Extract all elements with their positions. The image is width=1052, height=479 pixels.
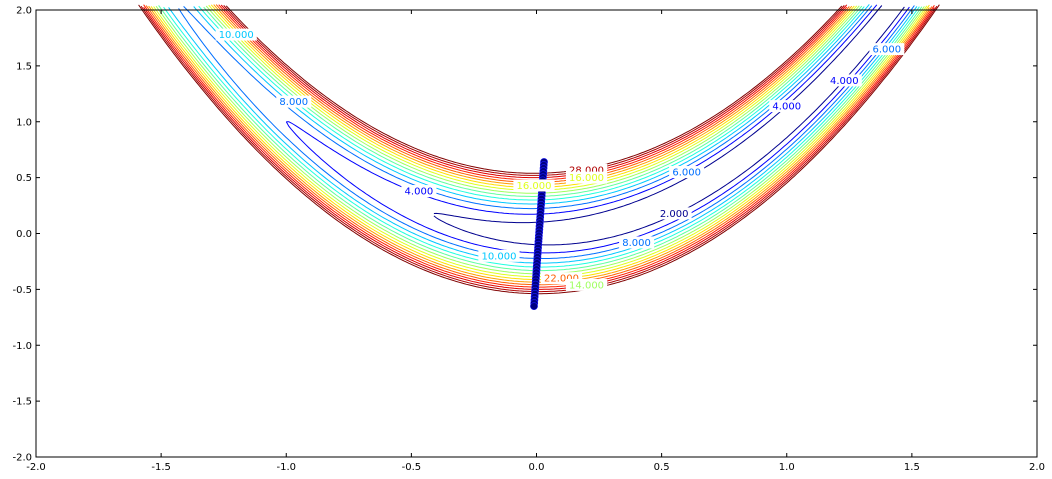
contour-level-26-upper (220, 4, 848, 179)
contour-level-30-upper (225, 5, 843, 174)
contour-label: 8.000 (279, 97, 308, 108)
contour-level-12-upper (203, 5, 863, 197)
contour-label-background (276, 95, 312, 108)
y-tick-label: 0.0 (16, 229, 32, 240)
x-tick-label: -0.5 (402, 462, 422, 473)
contour-level-14-lower (155, 5, 925, 275)
contour-label: 6.000 (672, 168, 701, 179)
contour-label-background (565, 171, 608, 184)
contour-level-14-upper (205, 5, 860, 194)
x-tick-label: 2.0 (1029, 462, 1045, 473)
y-tick-label: 1.0 (16, 117, 32, 128)
contour-label: 4.000 (830, 76, 859, 87)
contour-label: 14.000 (569, 280, 604, 291)
x-tick-label: 0.5 (654, 462, 670, 473)
contour-level-8-upper (193, 4, 870, 205)
contour-label-background (769, 100, 805, 113)
contour-label-background (826, 74, 862, 87)
contour-label-background (656, 207, 692, 220)
contour-level-10-upper (198, 5, 865, 201)
contour-label: 2.000 (660, 209, 689, 220)
x-tick-label: 1.5 (904, 462, 920, 473)
contour-label-background (869, 43, 905, 56)
contour-level-6-upper (183, 5, 873, 210)
contour-label: 4.000 (405, 187, 434, 198)
contour-level-28-lower (140, 5, 938, 293)
contour-label-background (513, 179, 555, 192)
contour-level-8-lower (168, 6, 918, 264)
contour-label: 10.000 (219, 30, 254, 41)
contour-label-background (669, 166, 705, 179)
contour-label: 4.000 (772, 102, 801, 113)
trajectory-point (530, 302, 538, 311)
x-axis-ticks: -2.0 -1.5 -1.0 -0.5 0.0 0.5 1.0 1.5 2.0 (26, 10, 1045, 473)
y-tick-label: 1.5 (16, 61, 32, 72)
y-tick-label: -1.0 (12, 341, 32, 352)
contour-label-background (565, 278, 608, 291)
contour-level-2-upper (433, 5, 883, 224)
contour-label: 8.000 (622, 238, 651, 249)
contour-label: 16.000 (516, 181, 551, 192)
contour-label: 22.000 (544, 274, 579, 285)
y-tick-label: -1.5 (12, 397, 32, 408)
y-tick-label: -2.0 (12, 453, 32, 464)
contour-label: 6.000 (873, 45, 902, 56)
x-tick-label: 1.0 (779, 462, 795, 473)
contour-label: 16.000 (569, 173, 604, 184)
contour-level-26-lower (143, 7, 935, 290)
contour-level-10-lower (163, 6, 920, 268)
contour-label: 10.000 (481, 251, 516, 262)
contour-level-4-lower (285, 6, 910, 254)
x-tick-label: 0.0 (529, 462, 545, 473)
contour-level-6-lower (178, 5, 915, 259)
contour-level-18-lower (150, 4, 930, 281)
contour-label: 28.000 (569, 165, 604, 176)
contour-labels: 10.000 8.000 4.000 6.000 4.000 2.000 8.000 10.0… (215, 28, 905, 291)
x-tick-label: -1.5 (151, 462, 171, 473)
contour-label-background (619, 236, 655, 249)
x-tick-label: -1.0 (276, 462, 296, 473)
y-axis-ticks: 2.0 1.5 1.0 0.5 0.0 -0.5 -1.0 -1.5 -2.0 (12, 6, 1037, 464)
x-tick-label: -2.0 (26, 462, 46, 473)
contour-label-background (401, 185, 437, 198)
contour-level-16-lower (153, 5, 928, 278)
contour-label-background (478, 249, 520, 262)
contour-label-background (215, 28, 257, 41)
contour-level-28-upper (223, 5, 845, 176)
y-tick-label: 2.0 (16, 6, 32, 17)
contour-level-12-lower (158, 5, 923, 272)
contour-level-30-lower (138, 4, 940, 295)
y-tick-label: 0.5 (16, 173, 32, 184)
y-tick-label: -0.5 (12, 285, 32, 296)
